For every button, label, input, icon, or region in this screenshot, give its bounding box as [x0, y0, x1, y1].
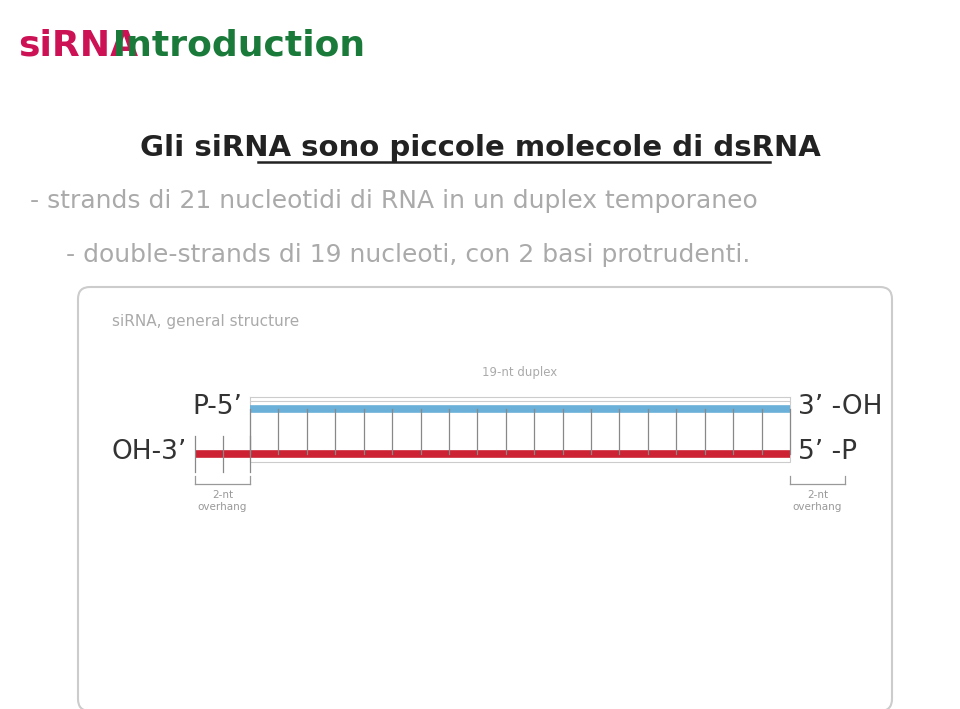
Text: siRNA: siRNA: [18, 29, 138, 63]
Text: 19-nt duplex: 19-nt duplex: [482, 366, 558, 379]
Text: 5’ -P: 5’ -P: [798, 439, 857, 465]
Text: - double-strands di 19 nucleoti, con 2 basi protrudenti.: - double-strands di 19 nucleoti, con 2 b…: [50, 243, 751, 267]
FancyBboxPatch shape: [78, 287, 892, 709]
Text: P-5’: P-5’: [192, 394, 242, 420]
Text: OH-3’: OH-3’: [111, 439, 187, 465]
Text: - strands di 21 nucleotidi di RNA in un duplex temporaneo: - strands di 21 nucleotidi di RNA in un …: [30, 189, 757, 213]
Bar: [250, 401, 790, 462]
Text: siRNA, general structure: siRNA, general structure: [112, 314, 300, 329]
Text: Introduction: Introduction: [100, 29, 365, 63]
Text: 3’ -OH: 3’ -OH: [798, 394, 882, 420]
Text: 2-nt
overhang: 2-nt overhang: [793, 490, 842, 512]
Text: Gli siRNA sono piccole molecole di dsRNA: Gli siRNA sono piccole molecole di dsRNA: [139, 134, 821, 162]
Text: 2-nt
overhang: 2-nt overhang: [198, 490, 247, 512]
